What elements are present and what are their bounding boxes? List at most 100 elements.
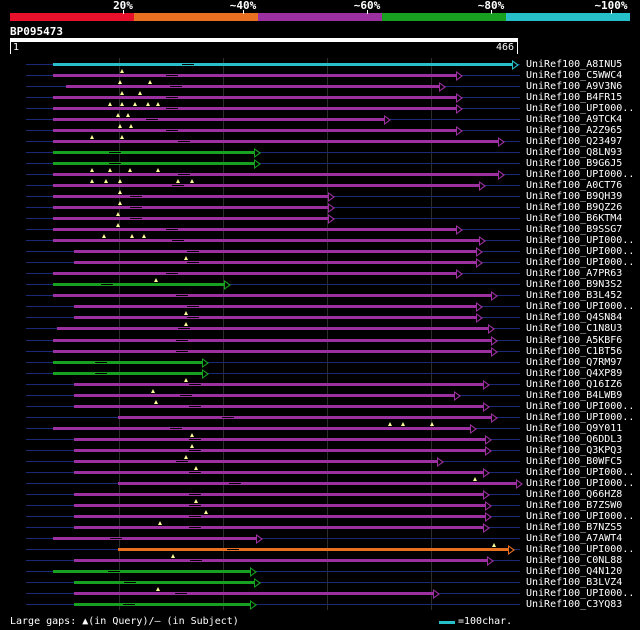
alignment-end-arrow-inner — [492, 349, 496, 355]
subject-gap — [110, 538, 122, 539]
subject-backline — [26, 604, 520, 605]
alignment-bar — [74, 261, 476, 264]
hit-name[interactable]: UniRef100_UPI000.. — [526, 301, 635, 312]
hit-name[interactable]: UniRef100_A7AWT4 — [526, 533, 623, 544]
hit-name[interactable]: UniRef100_UPI000.. — [526, 478, 635, 489]
alignment-end-arrow — [516, 479, 523, 489]
query-gap-marker — [148, 80, 152, 84]
query-gap-marker — [108, 168, 112, 172]
alignment-end-arrow-inner — [329, 216, 333, 222]
query-gap-marker — [388, 422, 392, 426]
hit-name[interactable]: UniRef100_B9QH39 — [526, 191, 623, 202]
legend-segment — [134, 13, 258, 21]
alignment-bar — [53, 206, 328, 209]
hit-name[interactable]: UniRef100_B4FR15 — [526, 92, 623, 103]
query-gap-marker — [204, 510, 208, 514]
hit-name[interactable]: UniRef100_Q8LN93 — [526, 147, 623, 158]
hit-name[interactable]: UniRef100_A0CT76 — [526, 180, 623, 191]
subject-gap — [187, 306, 199, 307]
alignment-end-arrow-inner — [486, 437, 490, 443]
alignment-bar — [74, 592, 433, 595]
alignment-end-arrow — [491, 336, 498, 346]
hit-name[interactable]: UniRef100_A8INU5 — [526, 59, 623, 70]
hit-name[interactable]: UniRef100_C1N8U3 — [526, 323, 623, 334]
query-gap-marker — [126, 113, 130, 117]
hit-name[interactable]: UniRef100_C1BT56 — [526, 346, 623, 357]
hit-name[interactable]: UniRef100_UPI000.. — [526, 103, 635, 114]
hit-name[interactable]: UniRef100_C5WWC4 — [526, 70, 623, 81]
hit-name[interactable]: UniRef100_Q7RM97 — [526, 357, 623, 368]
hit-name[interactable]: UniRef100_UPI000.. — [526, 511, 635, 522]
subject-gap — [187, 317, 199, 318]
query-gap-marker — [430, 422, 434, 426]
hit-name[interactable]: UniRef100_C3YQ83 — [526, 599, 623, 610]
hit-name[interactable]: UniRef100_Q3KPQ3 — [526, 445, 623, 456]
alignment-end-arrow-inner — [509, 547, 513, 553]
hit-name[interactable]: UniRef100_UPI000.. — [526, 246, 635, 257]
alignment-end-arrow-inner — [484, 492, 488, 498]
hit-name[interactable]: UniRef100_UPI000.. — [526, 544, 635, 555]
alignment-bar — [74, 383, 483, 386]
subject-gap — [189, 439, 201, 440]
subject-gap — [130, 218, 142, 219]
hit-name[interactable]: UniRef100_UPI000.. — [526, 257, 635, 268]
hit-name[interactable]: UniRef100_UPI000.. — [526, 169, 635, 180]
alignment-end-arrow — [456, 126, 463, 136]
hit-name[interactable]: UniRef100_B9G6J5 — [526, 158, 623, 169]
subject-gap — [189, 494, 201, 495]
subject-gap — [189, 527, 201, 528]
hit-name[interactable]: UniRef100_A7PR63 — [526, 268, 623, 279]
legend-label: ~60% — [353, 0, 381, 12]
hit-name[interactable]: UniRef100_Q9Y011 — [526, 423, 623, 434]
alignment-end-arrow — [483, 523, 490, 533]
subject-gap — [124, 582, 136, 583]
hit-name[interactable]: UniRef100_UPI000.. — [526, 412, 635, 423]
query-gap-marker — [116, 212, 120, 216]
legend-tick — [123, 10, 124, 14]
hit-name[interactable]: UniRef100_Q66HZ8 — [526, 489, 623, 500]
hit-name[interactable]: UniRef100_C0NL88 — [526, 555, 623, 566]
alignment-bar — [53, 129, 456, 132]
alignment-bar — [74, 581, 254, 584]
hit-name[interactable]: UniRef100_Q4SN84 — [526, 312, 623, 323]
subject-gap — [222, 417, 234, 418]
hit-name[interactable]: UniRef100_UPI000.. — [526, 235, 635, 246]
hit-name[interactable]: UniRef100_B3L452 — [526, 290, 623, 301]
alignment-bar — [53, 217, 328, 220]
hit-name[interactable]: UniRef100_B4LWB9 — [526, 390, 623, 401]
hit-name[interactable]: UniRef100_B9N3S2 — [526, 279, 623, 290]
hit-name[interactable]: UniRef100_Q6DDL3 — [526, 434, 623, 445]
hit-name[interactable]: UniRef100_B9SSG7 — [526, 224, 623, 235]
hit-name[interactable]: UniRef100_UPI000.. — [526, 588, 635, 599]
hit-name[interactable]: UniRef100_Q16IZ6 — [526, 379, 623, 390]
subject-gap — [178, 174, 190, 175]
hit-name[interactable]: UniRef100_Q23497 — [526, 136, 623, 147]
hit-name[interactable]: UniRef100_A2Z965 — [526, 125, 623, 136]
hit-name[interactable]: UniRef100_A9V3N6 — [526, 81, 623, 92]
subject-backline — [26, 373, 520, 374]
query-gap-marker — [156, 102, 160, 106]
hit-name[interactable]: UniRef100_Q4N120 — [526, 566, 623, 577]
legend-segment — [10, 13, 134, 21]
subject-gap — [229, 483, 241, 484]
hit-name[interactable]: UniRef100_A5KBF6 — [526, 335, 623, 346]
alignment-end-arrow-inner — [471, 426, 475, 432]
hit-name[interactable]: UniRef100_B7ZSW0 — [526, 500, 623, 511]
alignment-end-arrow — [476, 258, 483, 268]
hit-name[interactable]: UniRef100_UPI000.. — [526, 467, 635, 478]
alignment-end-arrow-inner — [484, 525, 488, 531]
hit-name[interactable]: UniRef100_B0WFC5 — [526, 456, 623, 467]
subject-gap — [170, 428, 182, 429]
alignment-bar — [53, 63, 512, 66]
alignment-bar — [53, 162, 254, 165]
hit-name[interactable]: UniRef100_B7NZS5 — [526, 522, 623, 533]
query-gap-marker — [194, 466, 198, 470]
hit-name[interactable]: UniRef100_B6KTM4 — [526, 213, 623, 224]
hit-name[interactable]: UniRef100_B3LVZ4 — [526, 577, 623, 588]
hit-name[interactable]: UniRef100_B9QZ26 — [526, 202, 623, 213]
alignment-end-arrow — [476, 247, 483, 257]
hit-name[interactable]: UniRef100_A9TCK4 — [526, 114, 623, 125]
hit-name[interactable]: UniRef100_UPI000.. — [526, 401, 635, 412]
hit-name[interactable]: UniRef100_Q4XP89 — [526, 368, 623, 379]
legend-tick — [491, 10, 492, 14]
